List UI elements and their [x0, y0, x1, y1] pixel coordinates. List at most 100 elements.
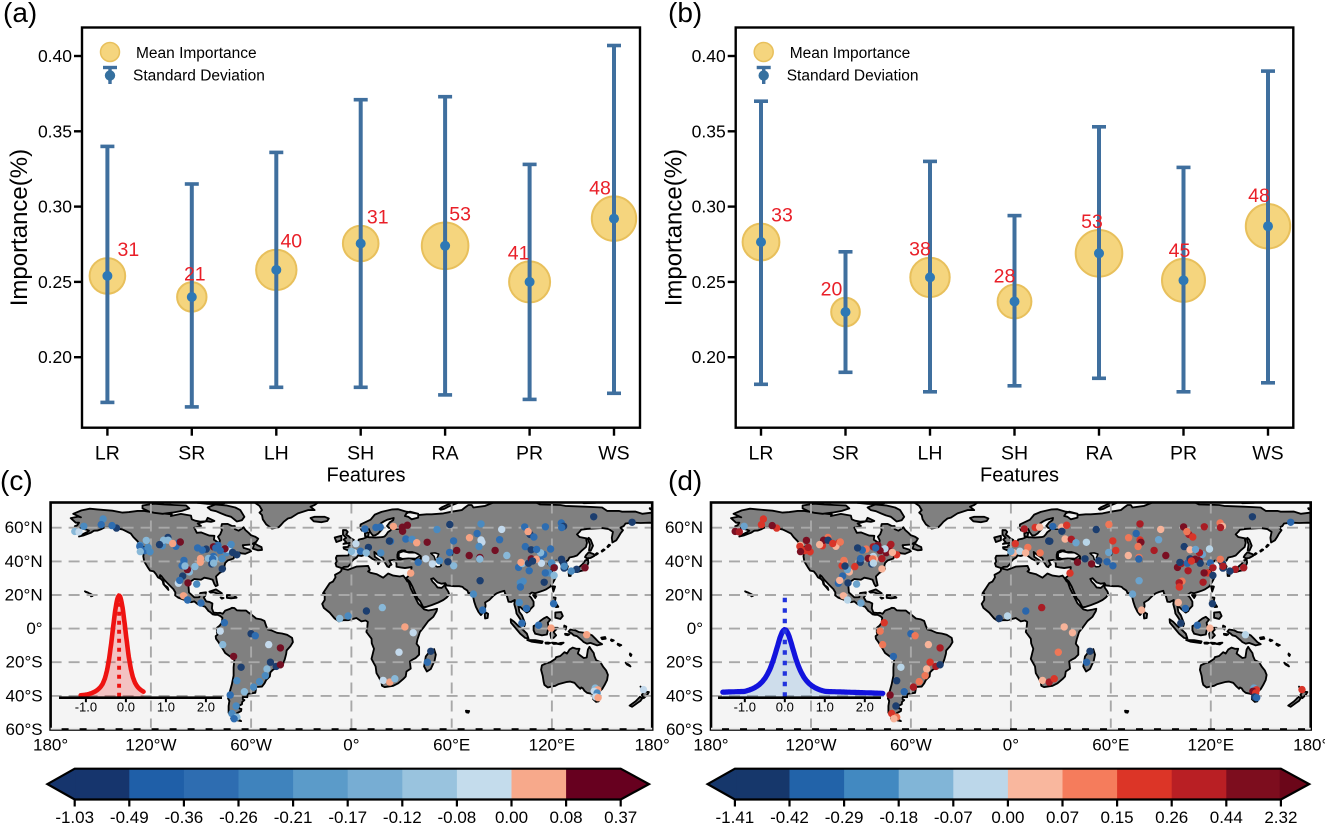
svg-text:-1.0: -1.0	[734, 700, 756, 715]
svg-text:60°N: 60°N	[5, 518, 43, 537]
svg-text:0.40: 0.40	[692, 46, 726, 66]
svg-text:LH: LH	[264, 443, 289, 465]
svg-text:31: 31	[367, 207, 389, 229]
svg-text:0.07: 0.07	[1046, 808, 1079, 827]
svg-text:RA: RA	[1085, 443, 1112, 465]
svg-text:Standard Deviation: Standard Deviation	[133, 68, 265, 85]
svg-text:-0.29: -0.29	[825, 808, 864, 827]
svg-text:1.0: 1.0	[157, 700, 175, 715]
svg-text:2.0: 2.0	[197, 700, 215, 715]
svg-text:48: 48	[1248, 185, 1270, 207]
svg-text:-0.12: -0.12	[383, 808, 422, 827]
svg-text:-1.03: -1.03	[55, 808, 94, 827]
svg-text:31: 31	[118, 239, 140, 261]
svg-text:0.25: 0.25	[38, 272, 72, 292]
svg-text:Mean Importance: Mean Importance	[790, 45, 911, 62]
svg-text:180°: 180°	[693, 736, 728, 755]
svg-text:0.30: 0.30	[38, 197, 72, 217]
svg-text:60°E: 60°E	[433, 736, 470, 755]
svg-text:-1.0: -1.0	[75, 700, 97, 715]
svg-text:WS: WS	[1252, 443, 1283, 465]
svg-text:-0.17: -0.17	[328, 808, 367, 827]
svg-text:(c): (c)	[0, 465, 33, 496]
svg-text:40: 40	[280, 231, 302, 253]
svg-text:1.0: 1.0	[816, 700, 834, 715]
svg-text:38: 38	[909, 239, 931, 261]
svg-text:-0.07: -0.07	[934, 808, 973, 827]
svg-text:60°W: 60°W	[890, 736, 932, 755]
svg-text:40°N: 40°N	[5, 552, 43, 571]
svg-text:45: 45	[1169, 240, 1191, 262]
svg-text:-0.21: -0.21	[274, 808, 313, 827]
svg-text:40°S: 40°S	[6, 686, 43, 705]
svg-text:40°N: 40°N	[665, 552, 703, 571]
svg-text:120°W: 120°W	[125, 736, 176, 755]
svg-text:120°W: 120°W	[785, 736, 836, 755]
svg-text:Features: Features	[327, 465, 406, 487]
svg-text:60°E: 60°E	[1092, 736, 1129, 755]
svg-text:2.0: 2.0	[856, 700, 874, 715]
svg-text:0.00: 0.00	[495, 808, 528, 827]
svg-text:(b): (b)	[668, 0, 702, 28]
svg-text:0.25: 0.25	[692, 272, 726, 292]
svg-text:180°: 180°	[33, 736, 68, 755]
svg-text:20°S: 20°S	[6, 653, 43, 672]
svg-text:60°S: 60°S	[666, 720, 703, 739]
svg-text:60°S: 60°S	[6, 720, 43, 739]
svg-text:WS: WS	[598, 443, 629, 465]
svg-text:2.32: 2.32	[1264, 808, 1297, 827]
svg-text:-1.41: -1.41	[716, 808, 755, 827]
svg-text:60°N: 60°N	[665, 518, 703, 537]
svg-text:(a): (a)	[3, 0, 37, 28]
svg-text:28: 28	[994, 266, 1016, 288]
svg-text:0.15: 0.15	[1101, 808, 1134, 827]
svg-text:-0.42: -0.42	[770, 808, 809, 827]
svg-text:53: 53	[449, 204, 471, 226]
svg-text:41: 41	[508, 242, 530, 264]
svg-text:0.20: 0.20	[692, 347, 726, 367]
svg-text:0.20: 0.20	[38, 347, 72, 367]
svg-text:0.40: 0.40	[38, 46, 72, 66]
svg-text:20: 20	[821, 279, 843, 301]
svg-text:SH: SH	[347, 443, 374, 465]
svg-text:60°W: 60°W	[230, 736, 272, 755]
svg-text:53: 53	[1081, 211, 1103, 233]
svg-text:0.08: 0.08	[550, 808, 583, 827]
svg-text:0°: 0°	[1003, 736, 1019, 755]
svg-text:20°N: 20°N	[665, 586, 703, 605]
svg-text:LH: LH	[918, 443, 943, 465]
svg-text:120°E: 120°E	[529, 736, 576, 755]
svg-text:0.30: 0.30	[692, 197, 726, 217]
svg-text:(d): (d)	[668, 465, 702, 496]
svg-text:180°: 180°	[1293, 736, 1325, 755]
svg-text:0.0: 0.0	[776, 700, 794, 715]
svg-text:0.37: 0.37	[604, 808, 637, 827]
svg-text:120°E: 120°E	[1188, 736, 1235, 755]
svg-text:180°: 180°	[635, 736, 670, 755]
svg-text:SR: SR	[832, 443, 859, 465]
svg-text:0.26: 0.26	[1155, 808, 1188, 827]
svg-text:PR: PR	[1170, 443, 1197, 465]
svg-text:-0.08: -0.08	[438, 808, 477, 827]
svg-text:LR: LR	[95, 443, 120, 465]
svg-text:0.35: 0.35	[692, 121, 726, 141]
svg-text:Importance(%): Importance(%)	[661, 149, 688, 306]
svg-text:48: 48	[589, 178, 611, 200]
svg-text:-0.36: -0.36	[165, 808, 204, 827]
svg-text:40°S: 40°S	[666, 686, 703, 705]
svg-text:0.44: 0.44	[1210, 808, 1243, 827]
svg-text:LR: LR	[749, 443, 774, 465]
svg-text:Features: Features	[980, 465, 1059, 487]
svg-text:Mean Importance: Mean Importance	[136, 45, 257, 62]
svg-text:20°N: 20°N	[5, 586, 43, 605]
svg-text:PR: PR	[516, 443, 543, 465]
svg-text:21: 21	[184, 263, 206, 285]
svg-text:RA: RA	[432, 443, 459, 465]
svg-text:-0.18: -0.18	[879, 808, 918, 827]
svg-text:SH: SH	[1001, 443, 1028, 465]
svg-text:0.35: 0.35	[38, 121, 72, 141]
svg-text:Standard Deviation: Standard Deviation	[787, 68, 919, 85]
svg-text:0°: 0°	[26, 619, 42, 638]
svg-text:33: 33	[771, 205, 793, 227]
svg-text:0.0: 0.0	[117, 700, 135, 715]
